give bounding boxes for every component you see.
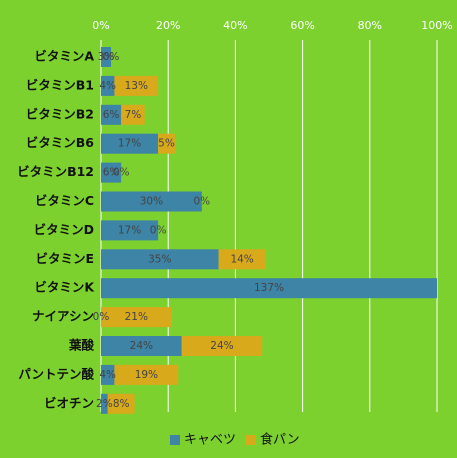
bars	[101, 47, 437, 414]
labels: 0% 20% 40% 60% 80% 100%ビタミンA 3%0%ビタミンB1 4% 13%ビタ…	[17, 19, 453, 448]
bar-segment	[101, 249, 219, 270]
category-label: ビタミンB12	[17, 164, 94, 179]
value-label: 21%	[125, 311, 148, 323]
bar-segment	[114, 364, 179, 385]
legend-label: キャベツ	[184, 433, 236, 448]
value-label: 3%	[98, 51, 115, 63]
category-label: ビタミンE	[35, 251, 94, 266]
bar-segment	[158, 133, 175, 154]
category-label: ビタミンB1	[26, 77, 94, 92]
value-label: 24%	[130, 340, 153, 352]
value-label: 0%	[93, 311, 110, 323]
bar-segment	[218, 249, 266, 270]
bar-segment	[101, 307, 172, 328]
bar-segment	[101, 162, 122, 183]
value-label: 35%	[148, 253, 171, 265]
bar-segment	[121, 104, 145, 125]
value-label: 6%	[103, 109, 120, 121]
category-label: ビオチン	[44, 395, 94, 410]
bar-segment	[101, 220, 159, 241]
bar-segment	[181, 336, 263, 356]
bar-segment	[101, 75, 115, 96]
category-label: ビタミンB2	[26, 106, 94, 121]
value-label: 14%	[230, 253, 253, 265]
value-label: 24%	[210, 340, 233, 352]
value-label: 2%	[96, 398, 113, 410]
bar-segment	[114, 75, 159, 96]
category-label: ビタミンC	[35, 193, 94, 208]
value-label: 0%	[103, 51, 120, 63]
legend-label: 食パン	[260, 432, 300, 448]
value-label: 6%	[103, 167, 120, 179]
value-label: 0%	[150, 224, 167, 236]
x-tick-label: 60%	[290, 19, 314, 32]
value-label: 13%	[125, 80, 148, 92]
value-label: 8%	[113, 398, 130, 410]
category-label: 葉酸	[68, 338, 95, 353]
category-label: パントテン酸	[18, 366, 94, 381]
bar-segment	[101, 393, 108, 414]
value-label: 30%	[140, 196, 163, 208]
value-label: 7%	[125, 109, 142, 121]
legend-swatch	[170, 435, 180, 445]
category-label: ビタミンK	[34, 280, 95, 295]
category-label: ナイアシン	[32, 309, 94, 324]
bar-segment	[101, 278, 437, 299]
bar-segment	[101, 191, 202, 212]
value-label: 4%	[99, 80, 116, 92]
x-tick-label: 80%	[358, 19, 382, 32]
bar-segment	[101, 364, 115, 385]
bar-segment	[101, 47, 112, 67]
bar-segment	[101, 336, 182, 356]
category-label: ビタミンD	[34, 222, 94, 237]
x-tick-label: 0%	[92, 19, 109, 32]
category-label: ビタミンA	[34, 49, 94, 64]
value-label: 0%	[113, 167, 130, 179]
x-tick-label: 20%	[156, 19, 180, 32]
value-label: 17%	[118, 138, 141, 150]
value-label: 5%	[158, 138, 175, 150]
category-label: ビタミンB6	[26, 135, 95, 150]
bar-segment	[101, 104, 122, 125]
bar-segment	[101, 133, 159, 154]
bar-segment	[107, 393, 135, 414]
value-label: 19%	[135, 369, 158, 381]
legend-swatch	[246, 435, 257, 445]
value-label: 0%	[193, 196, 210, 208]
x-tick-label: 100%	[421, 19, 452, 32]
value-label: 17%	[118, 224, 141, 236]
value-label: 4%	[99, 369, 116, 381]
x-tick-label: 40%	[223, 19, 247, 32]
value-label: 137%	[254, 282, 284, 294]
